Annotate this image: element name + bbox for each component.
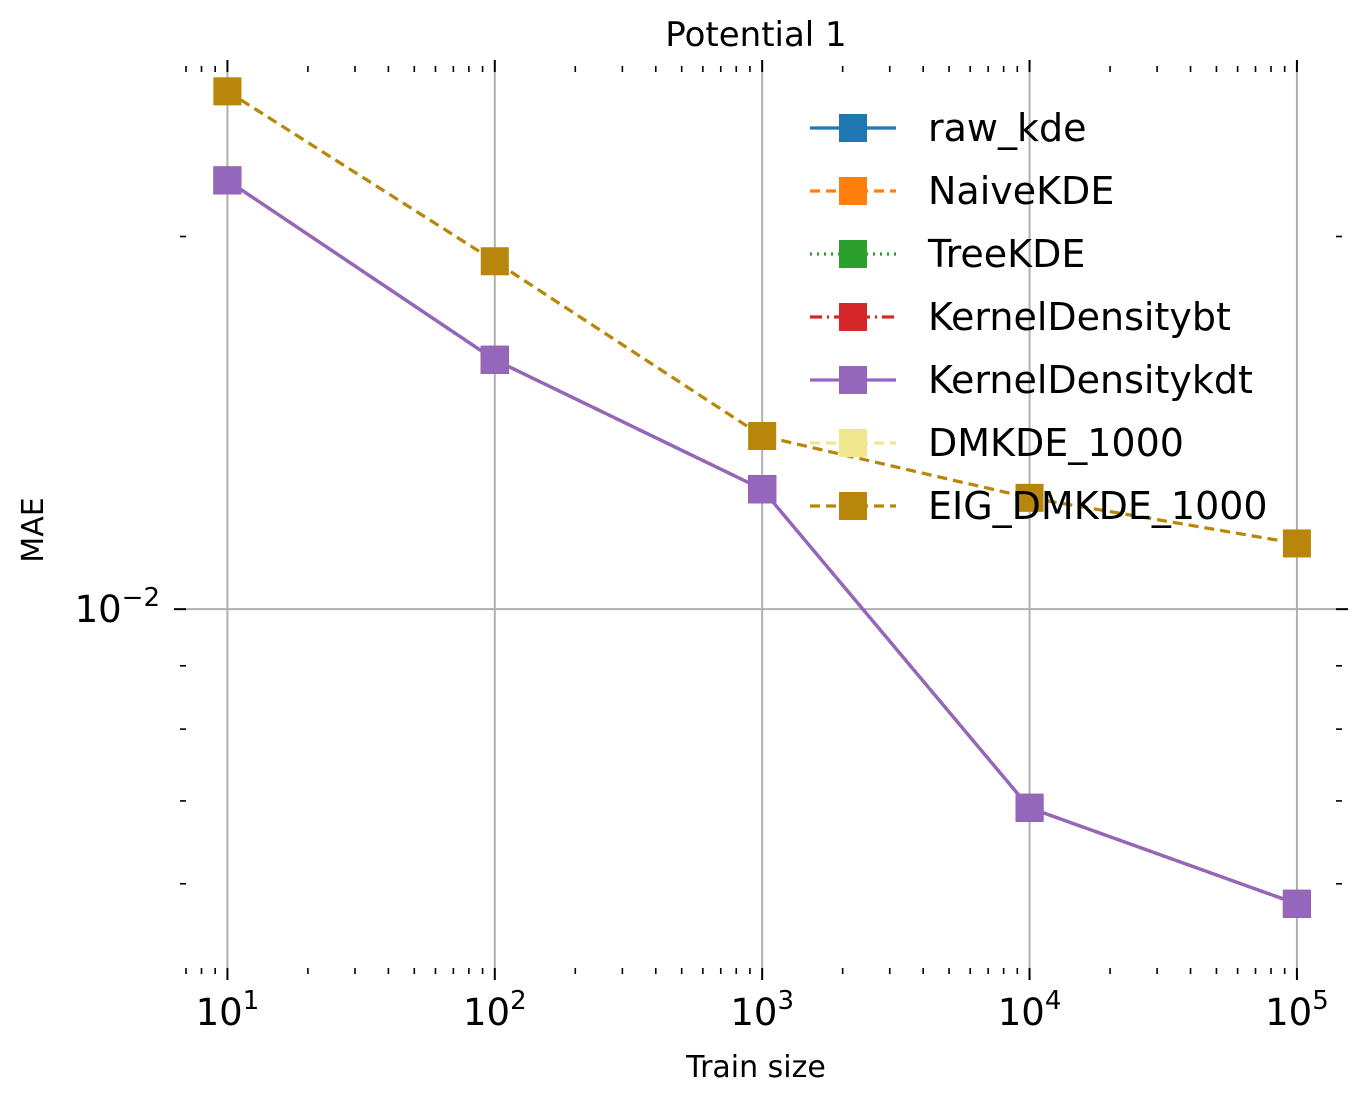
data-point [213, 166, 242, 195]
legend-item: DMKDE_1000 [810, 421, 1184, 465]
legend-label: DMKDE_1000 [928, 421, 1184, 465]
labels: Potential 1 Train size MAE [16, 15, 847, 1085]
legend-item: KernelDensitykdt [810, 358, 1253, 402]
legend-marker [839, 303, 867, 331]
legend-marker [839, 429, 867, 457]
series-EIG_DMKDE_1000 [213, 77, 1311, 558]
legend-item: EIG_DMKDE_1000 [810, 484, 1268, 528]
y-tick-label: 10−2 [75, 583, 160, 631]
x-tick-exponent: 2 [510, 986, 527, 1016]
data-point [480, 247, 509, 276]
legend-item: raw_kde [810, 106, 1087, 150]
legend-label: NaiveKDE [928, 169, 1114, 213]
x-tick-exponent: 5 [1312, 986, 1329, 1016]
data-point [480, 345, 509, 374]
legend-label: KernelDensitybt [928, 295, 1231, 339]
legend-marker [839, 177, 867, 205]
x-tick-base: 10 [463, 991, 510, 1034]
x-tick-label: 102 [463, 986, 527, 1034]
data-point [1282, 889, 1311, 918]
legend-label: TreeKDE [927, 232, 1085, 276]
y-axis-label: MAE [16, 497, 51, 562]
x-axis-label: Train size [685, 1050, 826, 1085]
x-tick-base: 10 [196, 991, 243, 1034]
legend-marker [839, 240, 867, 268]
series-layer [213, 77, 1311, 918]
data-point [1015, 793, 1044, 822]
grid [186, 72, 1336, 968]
data-point [213, 77, 242, 106]
data-point [1015, 483, 1044, 512]
legend-item: NaiveKDE [810, 169, 1114, 213]
data-point [1282, 529, 1311, 558]
legend-marker [839, 114, 867, 142]
legend: raw_kde NaiveKDE TreeKDE KernelDensitybt Ker… [810, 106, 1268, 528]
y-tick-base: 10 [75, 588, 122, 631]
x-tick-label: 103 [730, 986, 794, 1034]
chart-title: Potential 1 [665, 15, 846, 55]
x-tick-exponent: 1 [243, 986, 260, 1016]
data-point [748, 475, 777, 504]
legend-label: KernelDensitykdt [928, 358, 1253, 402]
series-KernelDensitykdt [213, 166, 1311, 918]
x-tick-base: 10 [1265, 991, 1312, 1034]
x-tick-exponent: 3 [777, 986, 794, 1016]
data-point [748, 422, 777, 451]
y-tick-exponent: −2 [122, 583, 160, 613]
x-tick-base: 10 [730, 991, 777, 1034]
series-line [226, 89, 1298, 546]
x-tick-label: 104 [998, 986, 1062, 1034]
legend-item: TreeKDE [810, 232, 1085, 276]
x-tick-exponent: 4 [1045, 986, 1062, 1016]
legend-label: EIG_DMKDE_1000 [928, 484, 1268, 528]
x-tick-base: 10 [998, 991, 1045, 1034]
legend-marker [839, 492, 867, 520]
x-tick-label: 101 [196, 986, 260, 1034]
legend-marker [839, 366, 867, 394]
x-tick-label: 105 [1265, 986, 1329, 1034]
legend-item: KernelDensitybt [810, 295, 1231, 339]
legend-label: raw_kde [928, 106, 1087, 150]
